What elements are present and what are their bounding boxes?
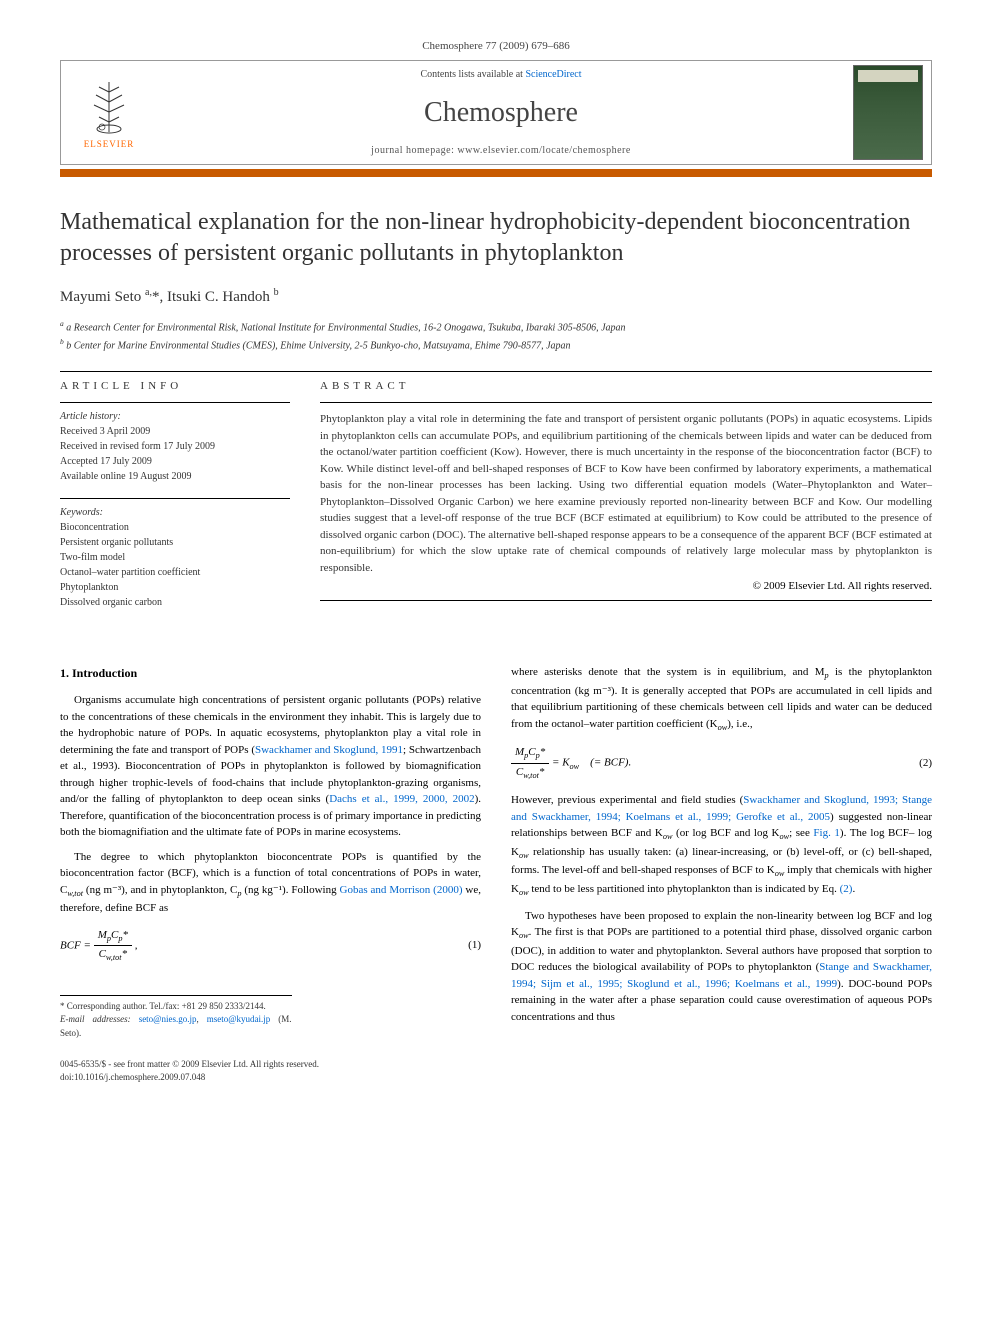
ref-dachs[interactable]: Dachs et al., 1999, 2000, 2002 (329, 793, 474, 805)
col2-paragraph-1: where asterisks denote that the system i… (511, 664, 932, 734)
orange-divider-bar (60, 169, 932, 177)
intro-paragraph-2: The degree to which phytoplankton biocon… (60, 849, 481, 917)
footer-doi: doi:10.1016/j.chemosphere.2009.07.048 (60, 1071, 932, 1084)
section-1-heading: 1. Introduction (60, 664, 481, 682)
affiliation-b: b b Center for Marine Environmental Stud… (60, 336, 932, 353)
ref-eq-2[interactable]: (2) (840, 883, 853, 895)
corresponding-line2: E-mail addresses: seto@nies.go.jp, mseto… (60, 1013, 292, 1040)
footer-issn: 0045-6535/$ - see front matter © 2009 El… (60, 1058, 932, 1071)
history-accepted: Accepted 17 July 2009 (60, 454, 290, 469)
abstract-column: ABSTRACT Phytoplankton play a vital role… (320, 380, 932, 624)
ref-gobas-2000[interactable]: Gobas and Morrison (2000) (340, 884, 463, 896)
keyword-0: Bioconcentration (60, 520, 290, 535)
journal-homepage: journal homepage: www.elsevier.com/locat… (149, 145, 853, 156)
history-revised: Received in revised form 17 July 2009 (60, 439, 290, 454)
elsevier-logo: ELSEVIER (69, 63, 149, 163)
contents-available: Contents lists available at ScienceDirec… (149, 69, 853, 80)
history-label: Article history: (60, 411, 290, 422)
citation-header: Chemosphere 77 (2009) 679–686 (60, 40, 932, 52)
col2-paragraph-3: Two hypotheses have been proposed to exp… (511, 908, 932, 1026)
keyword-4: Phytoplankton (60, 580, 290, 595)
abstract-copyright: © 2009 Elsevier Ltd. All rights reserved… (320, 580, 932, 592)
keyword-5: Dissolved organic carbon (60, 595, 290, 610)
ref-fig-1[interactable]: Fig. 1 (813, 827, 840, 839)
article-title: Mathematical explanation for the non-lin… (60, 207, 932, 269)
email-2[interactable]: mseto@kyudai.jp (207, 1014, 271, 1024)
publisher-name: ELSEVIER (84, 139, 135, 149)
keyword-3: Octanol–water partition coefficient (60, 565, 290, 580)
keyword-1: Persistent organic pollutants (60, 535, 290, 550)
article-info-heading: ARTICLE INFO (60, 380, 290, 392)
affiliation-a: a a Research Center for Environmental Ri… (60, 318, 932, 335)
abstract-heading: ABSTRACT (320, 380, 932, 392)
col2-paragraph-2: However, previous experimental and field… (511, 792, 932, 899)
corresponding-author-footnote: * Corresponding author. Tel./fax: +81 29… (60, 995, 292, 1041)
body-two-column: 1. Introduction Organisms accumulate hig… (60, 664, 932, 1040)
article-info-column: ARTICLE INFO Article history: Received 3… (60, 380, 290, 624)
equation-1-number: (1) (468, 937, 481, 954)
intro-paragraph-1: Organisms accumulate high concentrations… (60, 692, 481, 841)
equation-2: MpCp*Cw,tot* = Kow (= BCF). (2) (511, 744, 932, 782)
journal-banner: ELSEVIER Contents lists available at Sci… (60, 60, 932, 165)
authors-line: Mayumi Seto a,*, Itsuki C. Handoh b (60, 287, 932, 306)
ref-swackhamer-1991[interactable]: Swackhamer and Skoglund, 1991 (255, 744, 403, 756)
section-divider (60, 371, 932, 372)
email-1[interactable]: seto@nies.go.jp (139, 1014, 197, 1024)
keywords-label: Keywords: (60, 507, 290, 518)
history-received: Received 3 April 2009 (60, 424, 290, 439)
elsevier-tree-icon (84, 77, 134, 137)
body-column-right: where asterisks denote that the system i… (511, 664, 932, 1040)
equation-1: BCF = MpCp*Cw,tot* , (1) (60, 927, 481, 965)
contents-prefix: Contents lists available at (420, 69, 525, 80)
journal-title: Chemosphere (149, 97, 853, 129)
sciencedirect-link[interactable]: ScienceDirect (525, 69, 581, 80)
affiliations: a a Research Center for Environmental Ri… (60, 318, 932, 353)
journal-cover-thumbnail (853, 65, 923, 160)
equation-2-number: (2) (919, 755, 932, 772)
body-column-left: 1. Introduction Organisms accumulate hig… (60, 664, 481, 1040)
abstract-text: Phytoplankton play a vital role in deter… (320, 411, 932, 576)
keyword-2: Two-film model (60, 550, 290, 565)
history-online: Available online 19 August 2009 (60, 469, 290, 484)
footer-meta: 0045-6535/$ - see front matter © 2009 El… (60, 1058, 932, 1083)
corresponding-line1: * Corresponding author. Tel./fax: +81 29… (60, 1000, 292, 1014)
